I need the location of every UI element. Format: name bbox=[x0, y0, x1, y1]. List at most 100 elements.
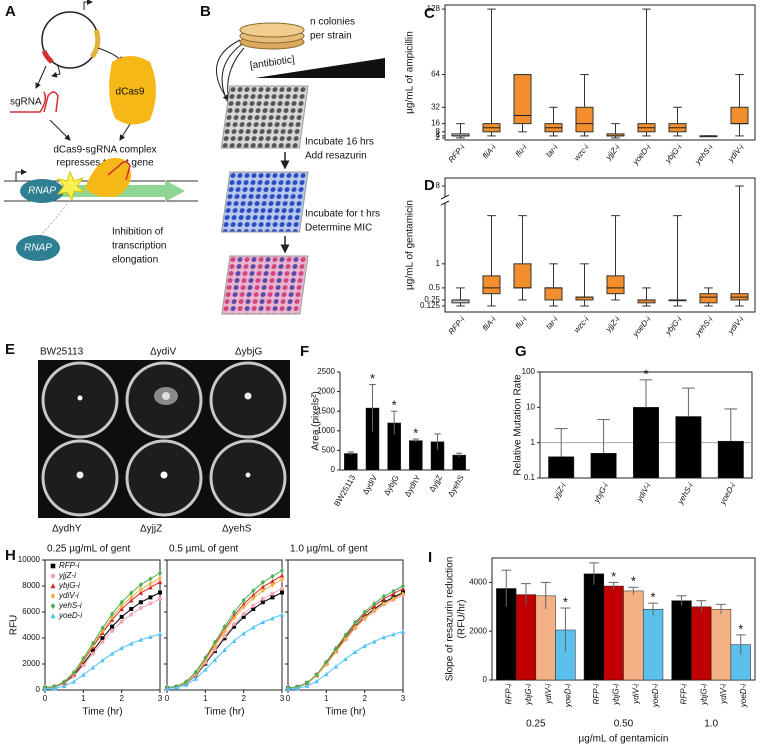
point bbox=[324, 659, 329, 665]
x-tick-label: ΔydiV bbox=[361, 473, 380, 496]
y-tick-label: 4000 bbox=[22, 633, 40, 642]
point bbox=[212, 639, 217, 645]
swarming-plates-part bbox=[160, 471, 168, 479]
point bbox=[260, 619, 266, 625]
x-tick-label: ydiV-i bbox=[634, 481, 652, 504]
y-tick-label: 16 bbox=[431, 119, 440, 128]
group-label: 1.0 bbox=[704, 719, 718, 730]
point bbox=[110, 611, 115, 617]
y-axis-label: Relative Mutation Rate bbox=[513, 374, 524, 476]
point bbox=[129, 612, 134, 617]
colonies-label: n colonies bbox=[310, 17, 355, 28]
point bbox=[251, 625, 256, 630]
x-tick-label: 3 bbox=[158, 694, 163, 703]
point bbox=[148, 576, 153, 582]
crispri-diagram-part bbox=[56, 170, 86, 202]
point bbox=[164, 686, 170, 691]
x-tick-label: tar-i bbox=[544, 315, 560, 331]
mic-workflow-part-part bbox=[221, 255, 309, 315]
point bbox=[372, 639, 377, 644]
x-tick-label: yjjZ-i bbox=[603, 315, 622, 335]
panel-label: F bbox=[300, 343, 309, 360]
y-tick-label: 2000 bbox=[22, 659, 40, 668]
point bbox=[157, 579, 163, 585]
point bbox=[270, 573, 275, 579]
point bbox=[119, 614, 124, 619]
legend-label: yoeD-i bbox=[58, 611, 82, 620]
x-tick-label: 0 bbox=[286, 694, 291, 703]
legend-marker bbox=[50, 593, 56, 599]
panel-label: A bbox=[5, 3, 16, 20]
x-tick-label: ΔybjG bbox=[382, 474, 401, 497]
significance-mark: * bbox=[631, 574, 636, 589]
axis-break bbox=[441, 197, 449, 203]
point bbox=[119, 645, 124, 651]
legend-label: ydiV-i bbox=[58, 591, 79, 600]
crispri-diagram-part bbox=[89, 29, 101, 59]
crispri-diagram-part bbox=[109, 56, 156, 125]
point bbox=[129, 641, 134, 646]
y-tick-label: 32 bbox=[431, 102, 440, 111]
x-tick-label: yoeD-i bbox=[564, 684, 573, 708]
point bbox=[333, 648, 338, 655]
point bbox=[129, 598, 134, 603]
point bbox=[333, 645, 338, 651]
point bbox=[222, 624, 227, 630]
panel-label: G bbox=[515, 343, 527, 360]
point bbox=[71, 679, 76, 684]
point bbox=[241, 604, 246, 610]
legend-label: yjjZ-i bbox=[58, 571, 76, 580]
box bbox=[606, 275, 625, 295]
x-tick-label: yoeD-i bbox=[630, 315, 653, 339]
x-tick-label: BW25113 bbox=[332, 473, 357, 508]
plot-frame bbox=[166, 559, 283, 691]
box bbox=[544, 287, 563, 301]
point bbox=[260, 587, 265, 594]
box bbox=[699, 293, 718, 304]
point bbox=[324, 671, 329, 677]
point bbox=[343, 632, 348, 638]
point bbox=[129, 594, 134, 600]
sgrna-label: sgRNA bbox=[10, 97, 42, 108]
point bbox=[148, 595, 153, 600]
x-tick-label: ybjG-i bbox=[524, 684, 533, 706]
point bbox=[148, 601, 153, 606]
panel-label: H bbox=[5, 547, 16, 564]
point bbox=[352, 649, 358, 654]
point bbox=[343, 656, 348, 661]
x-tick-label: RFP-i bbox=[592, 684, 601, 705]
point bbox=[119, 606, 124, 612]
y-tick-label: 4 bbox=[436, 131, 441, 140]
bar bbox=[691, 606, 712, 681]
significance-mark: * bbox=[370, 371, 375, 386]
point bbox=[391, 596, 396, 602]
point bbox=[158, 575, 162, 581]
x-tick-label: yehS-i bbox=[693, 143, 715, 167]
x-tick-label: wzc-i bbox=[572, 143, 591, 163]
y-tick-label: 100 bbox=[522, 367, 536, 376]
x-tick-label: yoeD-i bbox=[630, 143, 653, 167]
crispri-diagram-part bbox=[39, 199, 71, 237]
legend-marker bbox=[50, 603, 56, 609]
panel-label: E bbox=[5, 341, 15, 358]
chart-title: 0.25 µg/mL of gent bbox=[47, 544, 130, 555]
crispri-diagram-part bbox=[10, 91, 59, 113]
mic-workflow: n colonies per strain [antibiotic] Incub… bbox=[215, 17, 385, 315]
y-tick-label: 8 bbox=[436, 127, 441, 136]
point bbox=[401, 583, 405, 589]
bar bbox=[675, 416, 702, 479]
point bbox=[232, 609, 237, 615]
y-tick-label: 64 bbox=[431, 70, 440, 79]
point bbox=[81, 672, 86, 677]
point bbox=[222, 647, 227, 653]
legend-marker bbox=[50, 613, 56, 619]
y-axis-label: Slope of resazurin reduction bbox=[445, 557, 456, 682]
x-tick-label: 3 bbox=[401, 694, 406, 703]
point bbox=[158, 590, 162, 595]
complex-label: dCas9-sgRNA complex bbox=[53, 145, 156, 156]
x-tick-label: ΔyehS bbox=[446, 474, 466, 499]
y-tick-label: 8000 bbox=[22, 581, 40, 590]
strain-label: ΔybjG bbox=[235, 347, 262, 358]
y-tick-label: 1 bbox=[531, 438, 536, 447]
